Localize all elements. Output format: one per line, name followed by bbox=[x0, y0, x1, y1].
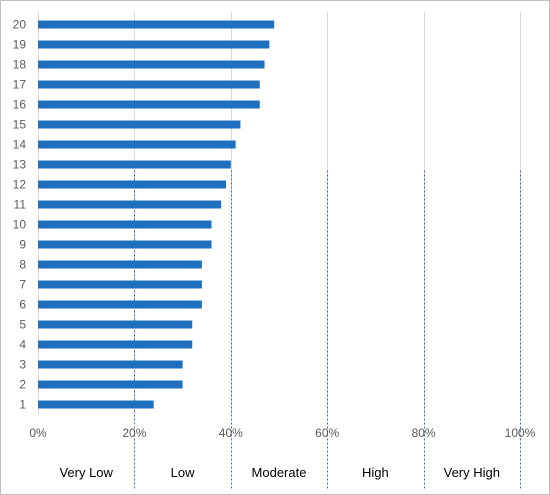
bar-13 bbox=[38, 160, 231, 169]
y-tick-label-2: 2 bbox=[19, 378, 26, 392]
x-tick-label-0: 0% bbox=[29, 426, 47, 440]
bar-14 bbox=[38, 140, 236, 149]
bar-9 bbox=[38, 240, 212, 249]
y-tick-label-13: 13 bbox=[13, 158, 27, 172]
x-tick-label-80: 80% bbox=[412, 426, 436, 440]
y-tick-label-1: 1 bbox=[19, 398, 26, 412]
band-label-very-high: Very High bbox=[444, 465, 500, 480]
bar-3 bbox=[38, 360, 183, 369]
bar-19 bbox=[38, 40, 270, 49]
bar-4 bbox=[38, 340, 193, 349]
y-tick-label-17: 17 bbox=[13, 78, 27, 92]
band-label-very-low: Very Low bbox=[59, 465, 113, 480]
y-tick-label-4: 4 bbox=[19, 338, 26, 352]
band-label-high: High bbox=[362, 465, 389, 480]
bar-8 bbox=[38, 260, 202, 269]
band-label-low: Low bbox=[171, 465, 195, 480]
y-tick-label-7: 7 bbox=[19, 278, 26, 292]
bar-20 bbox=[38, 20, 275, 29]
y-tick-label-16: 16 bbox=[13, 98, 27, 112]
y-tick-label-20: 20 bbox=[13, 18, 27, 32]
y-tick-label-10: 10 bbox=[13, 218, 27, 232]
x-tick-label-40: 40% bbox=[219, 426, 243, 440]
bar-11 bbox=[38, 200, 222, 209]
y-tick-label-5: 5 bbox=[19, 318, 26, 332]
y-tick-label-14: 14 bbox=[13, 138, 27, 152]
bar-17 bbox=[38, 80, 260, 89]
bar-18 bbox=[38, 60, 265, 69]
bar-7 bbox=[38, 280, 202, 289]
bar-1 bbox=[38, 400, 154, 409]
bar-12 bbox=[38, 180, 226, 189]
bar-2 bbox=[38, 380, 183, 389]
y-tick-label-15: 15 bbox=[13, 118, 27, 132]
x-tick-label-60: 60% bbox=[315, 426, 339, 440]
bar-6 bbox=[38, 300, 202, 309]
y-tick-label-6: 6 bbox=[19, 298, 26, 312]
y-tick-label-3: 3 bbox=[19, 358, 26, 372]
bar-5 bbox=[38, 320, 193, 329]
bars bbox=[38, 20, 275, 409]
x-tick-label-20: 20% bbox=[122, 426, 146, 440]
band-label-moderate: Moderate bbox=[252, 465, 307, 480]
x-tick-label-100: 100% bbox=[505, 426, 536, 440]
band-labels: Very Low Low Moderate High Very High bbox=[59, 465, 500, 480]
bar-10 bbox=[38, 220, 212, 229]
bar-16 bbox=[38, 100, 260, 109]
y-tick-label-12: 12 bbox=[13, 178, 27, 192]
y-tick-label-19: 19 bbox=[13, 38, 27, 52]
x-axis-labels: 0% 20% 40% 60% 80% 100% bbox=[29, 426, 535, 440]
y-tick-label-8: 8 bbox=[19, 258, 26, 272]
y-tick-label-18: 18 bbox=[13, 58, 27, 72]
y-tick-label-9: 9 bbox=[19, 238, 26, 252]
bar-15 bbox=[38, 120, 241, 129]
y-tick-label-11: 11 bbox=[14, 198, 27, 212]
